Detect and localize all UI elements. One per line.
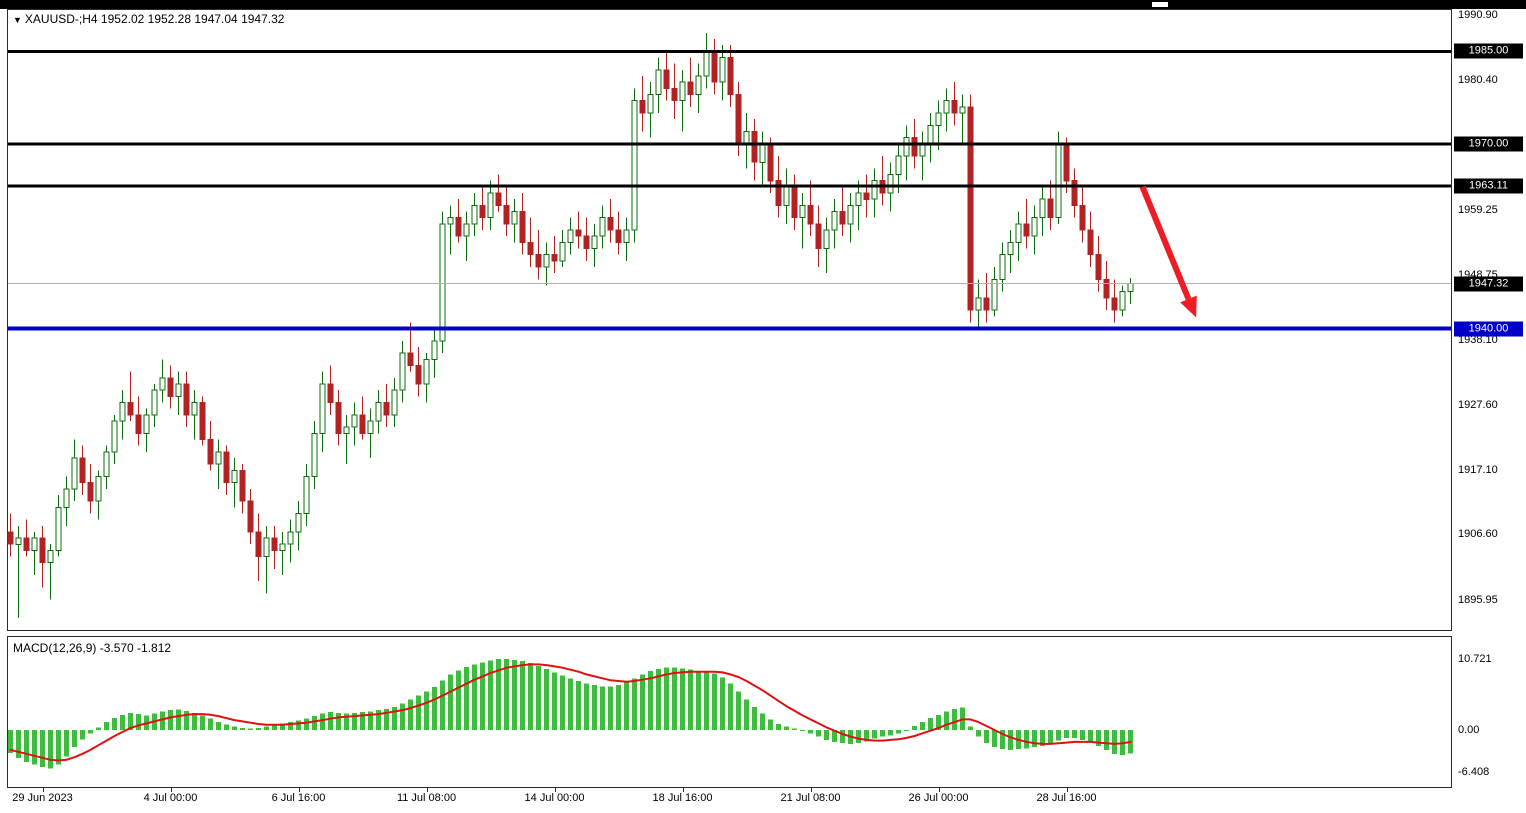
collapse-triangle-icon[interactable]: ▼: [13, 15, 22, 25]
time-axis-tick: [938, 788, 940, 792]
time-axis-tick: [42, 788, 44, 792]
price-axis-tick: 1980.40: [1458, 73, 1498, 86]
price-axis-tick: 1959.25: [1458, 203, 1498, 216]
time-axis-tick: [298, 788, 300, 792]
time-axis-label: 6 Jul 16:00: [271, 792, 326, 804]
time-axis-label: 26 Jul 00:00: [908, 792, 969, 804]
time-axis-label: 18 Jul 16:00: [652, 792, 713, 804]
time-axis-label: 21 Jul 08:00: [780, 792, 841, 804]
price-level-label: 1970.00: [1454, 136, 1523, 152]
price-axis-tick: 1938.10: [1458, 334, 1498, 347]
time-axis-label: 11 Jul 08:00: [396, 792, 457, 804]
price-axis-tick: 1990.90: [1458, 9, 1498, 21]
time-axis-tick: [554, 788, 556, 792]
time-axis-tick: [682, 788, 684, 792]
price-axis-tick: 1948.75: [1458, 268, 1498, 281]
price-level-label: 1947.32: [1454, 276, 1523, 291]
macd-header-label: MACD(12,26,9) -3.570 -1.812: [13, 641, 172, 655]
macd-indicator-panel[interactable]: [7, 636, 1452, 788]
price-axis-tick: 1906.60: [1458, 528, 1498, 541]
time-axis-label: 28 Jul 16:00: [1036, 792, 1097, 804]
price-axis-tick: 1927.60: [1458, 398, 1498, 411]
macd-axis-tick: 0.00: [1458, 724, 1480, 736]
time-axis-label: 29 Jun 2023: [12, 792, 73, 804]
price-level-label: 1963.11: [1454, 178, 1523, 194]
time-axis-tick: [170, 788, 172, 792]
time-axis-label: 4 Jul 00:00: [143, 792, 198, 804]
macd-axis-tick: -6.408: [1458, 766, 1490, 779]
time-axis-tick: [810, 788, 812, 792]
price-axis-tick: 1895.95: [1458, 593, 1498, 606]
price-axis-tick: 1917.10: [1458, 463, 1498, 476]
chart-header: ▼ XAUUSD-;H4 1952.02 1952.28 1947.04 1947…: [13, 12, 284, 26]
macd-axis-tick: 10.721: [1458, 652, 1492, 665]
symbol-ohlc-label: XAUUSD-;H4 1952.02 1952.28 1947.04 1947.…: [24, 12, 285, 26]
window-top-bar: [0, 0, 1526, 9]
price-level-label: 1940.00: [1454, 321, 1523, 337]
price-chart-panel[interactable]: [7, 9, 1452, 631]
price-level-label: 1985.00: [1454, 43, 1523, 59]
time-axis-label: 14 Jul 00:00: [524, 792, 585, 804]
time-axis-tick: [426, 788, 428, 792]
top-bar-notch: [1152, 2, 1168, 7]
time-axis-tick: [1066, 788, 1068, 792]
